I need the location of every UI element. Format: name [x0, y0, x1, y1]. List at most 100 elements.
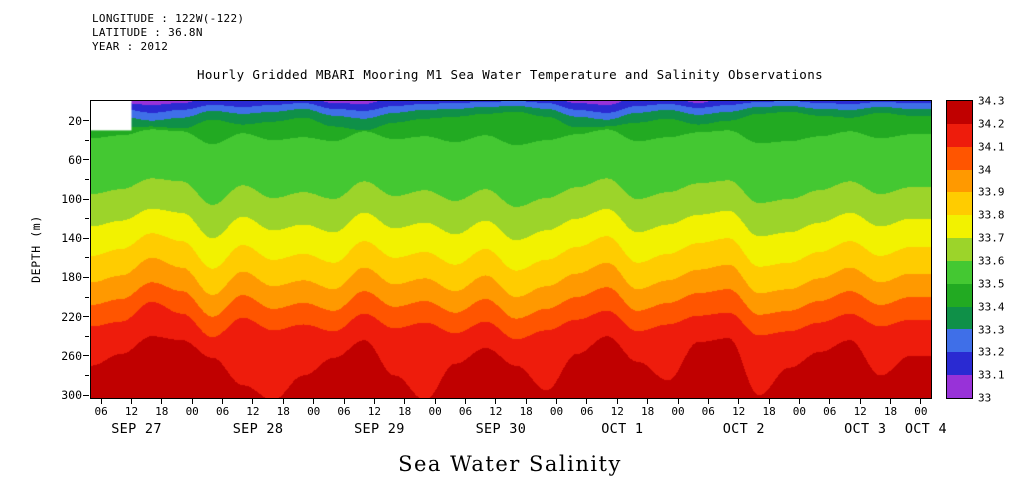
x-tick-label: 12 [124, 405, 139, 418]
y-tick [83, 237, 89, 239]
colorbar-tick-label: 34 [978, 163, 992, 176]
colorbar-tick-label: 33.4 [978, 300, 1005, 314]
x-tick [920, 399, 922, 404]
x-tick [586, 399, 588, 404]
longitude-label: LONGITUDE : 122W(-122) [92, 12, 245, 25]
colorbar [946, 100, 973, 399]
x-tick [465, 399, 466, 404]
x-tick-label: 06 [337, 405, 351, 418]
x-tick-label: 06 [94, 405, 108, 418]
x-tick [131, 399, 132, 404]
colorbar-tick-label: 33.7 [978, 231, 1005, 245]
x-tick-label: 06 [701, 405, 715, 418]
x-date-label: SEP 27 [111, 421, 162, 437]
y-tick-label: 60 [68, 152, 82, 167]
x-date-label: SEP 28 [232, 421, 284, 437]
y-minor-tick [85, 335, 89, 337]
x-tick [161, 399, 163, 404]
x-tick [282, 399, 284, 404]
y-minor-tick [85, 257, 89, 259]
y-tick [83, 198, 89, 200]
coords-header: LONGITUDE : 122W(-122) LATITUDE : 36.8N … [92, 12, 244, 54]
colorbar-cell [947, 352, 972, 376]
x-tick-label: 18 [883, 405, 898, 418]
colorbar-tick-label: 33.9 [978, 185, 1005, 199]
colorbar-cell [947, 123, 972, 147]
y-tick-label: 300 [61, 388, 82, 403]
colorbar-tick-label: 33.3 [978, 323, 1005, 336]
x-tick-label: 00 [914, 405, 928, 418]
x-tick [738, 399, 740, 404]
y-minor-tick [85, 139, 89, 141]
colorbar-tick-label: 34.3 [978, 94, 1005, 108]
y-tick [83, 276, 89, 278]
y-tick [83, 355, 89, 357]
x-tick [222, 399, 224, 404]
colorbar-cell [947, 260, 972, 284]
x-tick-label: 12 [489, 405, 503, 418]
x-tick [647, 399, 649, 404]
colorbar-cell [947, 283, 972, 307]
x-tick-label: 00 [792, 405, 807, 418]
y-tick-label: 260 [61, 348, 82, 363]
colorbar-tick-label: 34.1 [978, 140, 1005, 154]
y-tick [83, 159, 89, 161]
colorbar-tick-label: 33 [978, 391, 992, 405]
x-date-label: OCT 2 [722, 421, 765, 437]
y-tick-label: 100 [61, 192, 82, 206]
y-minor-tick [85, 218, 89, 220]
x-tick-label: 00 [549, 405, 564, 418]
x-tick [495, 399, 497, 404]
x-tick [343, 399, 345, 404]
colorbar-cell [947, 215, 972, 239]
x-tick [707, 399, 709, 404]
x-tick [890, 399, 891, 404]
x-tick [100, 399, 102, 404]
x-tick-label: 06 [580, 405, 594, 418]
y-minor-tick [85, 296, 89, 298]
x-tick-label: 00 [307, 405, 321, 418]
colorbar-cell [947, 238, 972, 261]
x-tick-label: 12 [246, 405, 260, 418]
x-date-label: SEP 29 [354, 421, 405, 437]
colorbar-cell [947, 192, 972, 216]
x-tick-label: 12 [853, 405, 867, 418]
x-tick [677, 399, 679, 404]
y-tick-label: 180 [61, 270, 82, 285]
x-tick-label: 18 [155, 405, 169, 418]
x-tick-label: 12 [732, 405, 746, 418]
x-tick-label: 00 [428, 405, 442, 418]
footer-title: Sea Water Salinity [398, 452, 622, 476]
plot-area [90, 100, 932, 399]
latitude-label: LATITUDE : 36.8N [92, 26, 203, 39]
x-tick [798, 399, 800, 404]
x-date-label: SEP 30 [475, 421, 527, 437]
colorbar-tick-label: 33.1 [978, 368, 1005, 382]
y-tick-label: 220 [61, 309, 82, 324]
x-tick [404, 399, 406, 404]
x-tick [525, 399, 527, 404]
colorbar-tick-label: 34.2 [978, 117, 1005, 131]
colorbar-tick-label: 33.6 [978, 254, 1005, 268]
colorbar-tick-label: 33.5 [978, 277, 1005, 291]
x-tick-label: 12 [610, 405, 624, 418]
x-tick [434, 399, 436, 404]
y-tick-label: 140 [61, 231, 82, 246]
x-tick [313, 399, 315, 404]
x-tick-label: 00 [671, 405, 685, 418]
colorbar-tick-label: 33.8 [978, 208, 1005, 222]
x-tick-label: 00 [185, 405, 199, 418]
x-tick-label: 12 [367, 405, 382, 418]
x-tick [191, 399, 193, 404]
colorbar-cell [947, 101, 972, 124]
x-tick [616, 399, 618, 404]
x-tick [252, 399, 254, 404]
y-tick [83, 394, 89, 396]
year-label: YEAR : 2012 [92, 40, 169, 53]
x-date-label: OCT 4 [904, 421, 947, 437]
x-tick-label: 18 [519, 405, 533, 418]
x-tick-label: 18 [276, 405, 290, 418]
y-tick-label: 20 [68, 113, 82, 128]
x-tick-label: 06 [215, 405, 230, 418]
